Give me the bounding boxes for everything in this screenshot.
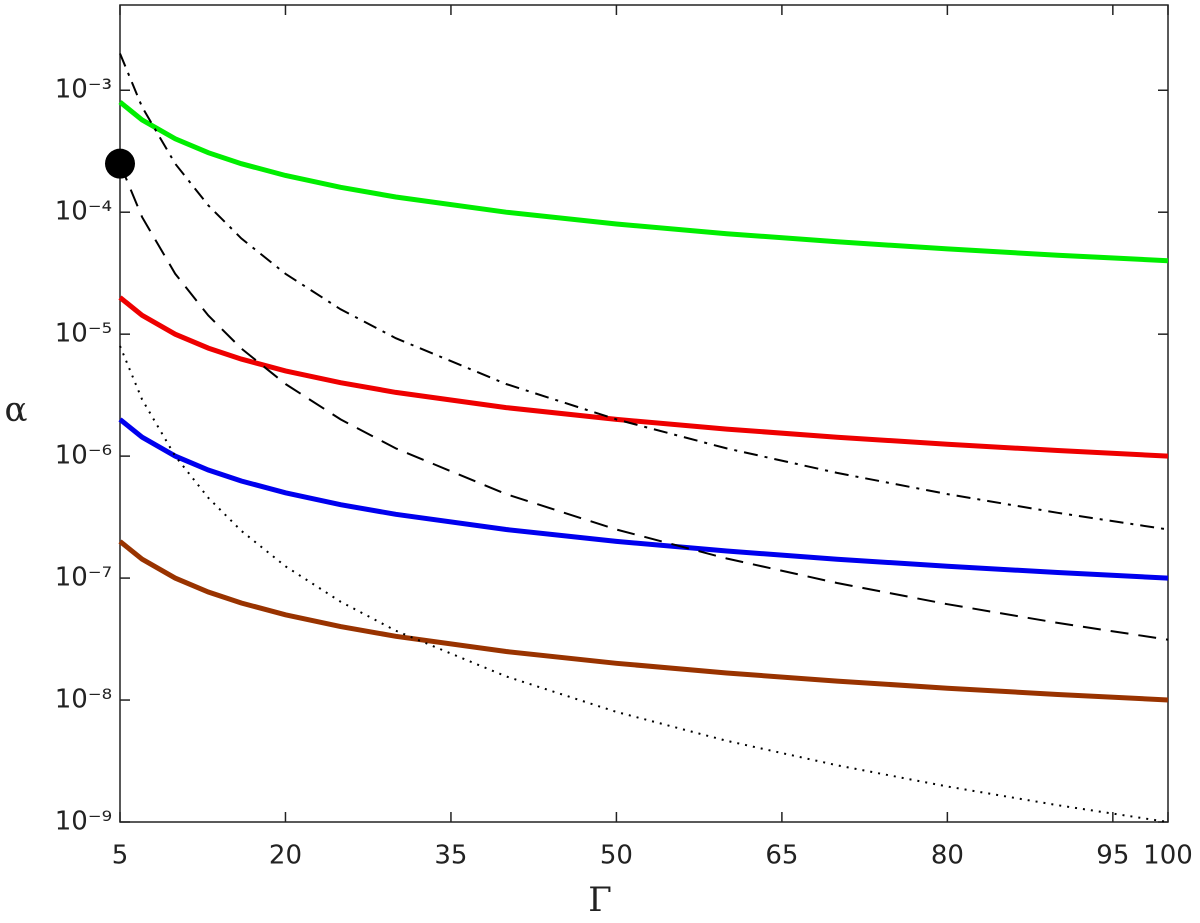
x-tick-label: 65 <box>765 841 798 871</box>
x-tick-label: 100 <box>1143 841 1193 871</box>
y-tick-label: 10⁻⁹ <box>55 807 112 837</box>
plot-frame <box>119 4 1169 823</box>
x-tick-label: 5 <box>112 841 129 871</box>
x-tick-label: 35 <box>434 841 467 871</box>
x-tick-label: 20 <box>269 841 302 871</box>
y-tick-label: 10⁻⁶ <box>55 441 112 471</box>
y-tick-label: 10⁻⁵ <box>55 319 112 349</box>
x-tick-label: 95 <box>1096 841 1129 871</box>
series-line <box>118 100 1169 264</box>
series-line <box>118 539 1169 703</box>
x-axis-label: Γ <box>588 880 612 920</box>
series-line <box>119 345 1169 823</box>
x-tick-label: 80 <box>931 841 964 871</box>
marker <box>105 148 135 179</box>
series-line <box>118 295 1169 459</box>
series-line <box>118 417 1169 581</box>
y-axis-label: α <box>5 390 28 430</box>
y-tick-label: 10⁻⁴ <box>55 197 112 227</box>
y-tick-label: 10⁻⁸ <box>55 685 112 715</box>
y-tick-label: 10⁻⁷ <box>55 563 112 593</box>
series-line <box>119 53 1169 531</box>
x-tick-label: 50 <box>600 841 633 871</box>
series-line <box>119 163 1169 641</box>
y-tick-label: 10⁻³ <box>55 75 112 105</box>
